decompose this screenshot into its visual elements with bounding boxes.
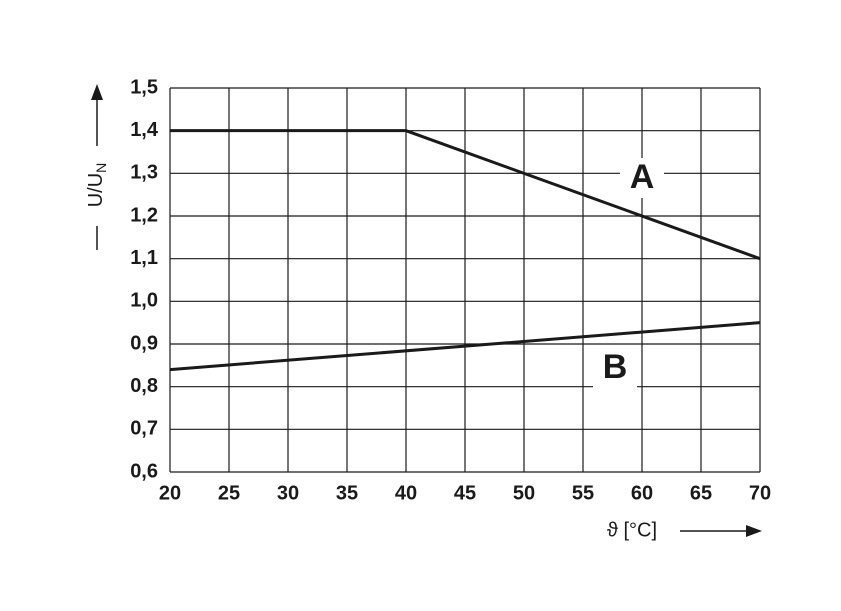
y-tick-label: 0,7 [130,418,158,440]
x-axis-arrow-head [746,525,762,537]
series-label-bg [593,348,637,388]
y-axis-label-subscript: N [93,163,109,173]
y-tick-label: 1,4 [130,119,159,141]
x-tick-label: 25 [218,482,240,504]
x-tick-label: 65 [690,482,712,504]
series-line [170,129,761,261]
x-tick-label: 70 [749,482,771,504]
series-line [169,321,761,372]
y-tick-label: 1,1 [130,247,158,269]
y-axis-label: U/UN [85,163,108,208]
x-tick-label: 30 [277,482,299,504]
x-tick-label: 45 [454,482,476,504]
series-label: B [603,348,628,386]
series-label-bg [620,158,664,198]
x-tick-label: 20 [159,482,181,504]
x-tick-label: 60 [631,482,653,504]
x-tick-label: 40 [395,482,417,504]
x-axis-label: ϑ [°C] [607,519,657,541]
y-tick-label: 0,6 [130,460,158,482]
x-tick-label: 35 [336,482,358,504]
y-tick-label: 1,5 [130,76,158,98]
y-tick-label: 1,2 [130,204,158,226]
y-tick-label: 1,3 [130,162,158,184]
y-tick-label: 0,9 [130,332,158,354]
series-label: A [630,158,655,196]
y-axis-label-main: U/U [85,173,107,207]
y-tick-label: 0,8 [130,375,158,397]
x-tick-label: 50 [513,482,535,504]
y-axis-arrow-head [91,84,103,100]
x-tick-label: 55 [572,482,594,504]
y-tick-label: 1,0 [130,290,158,312]
